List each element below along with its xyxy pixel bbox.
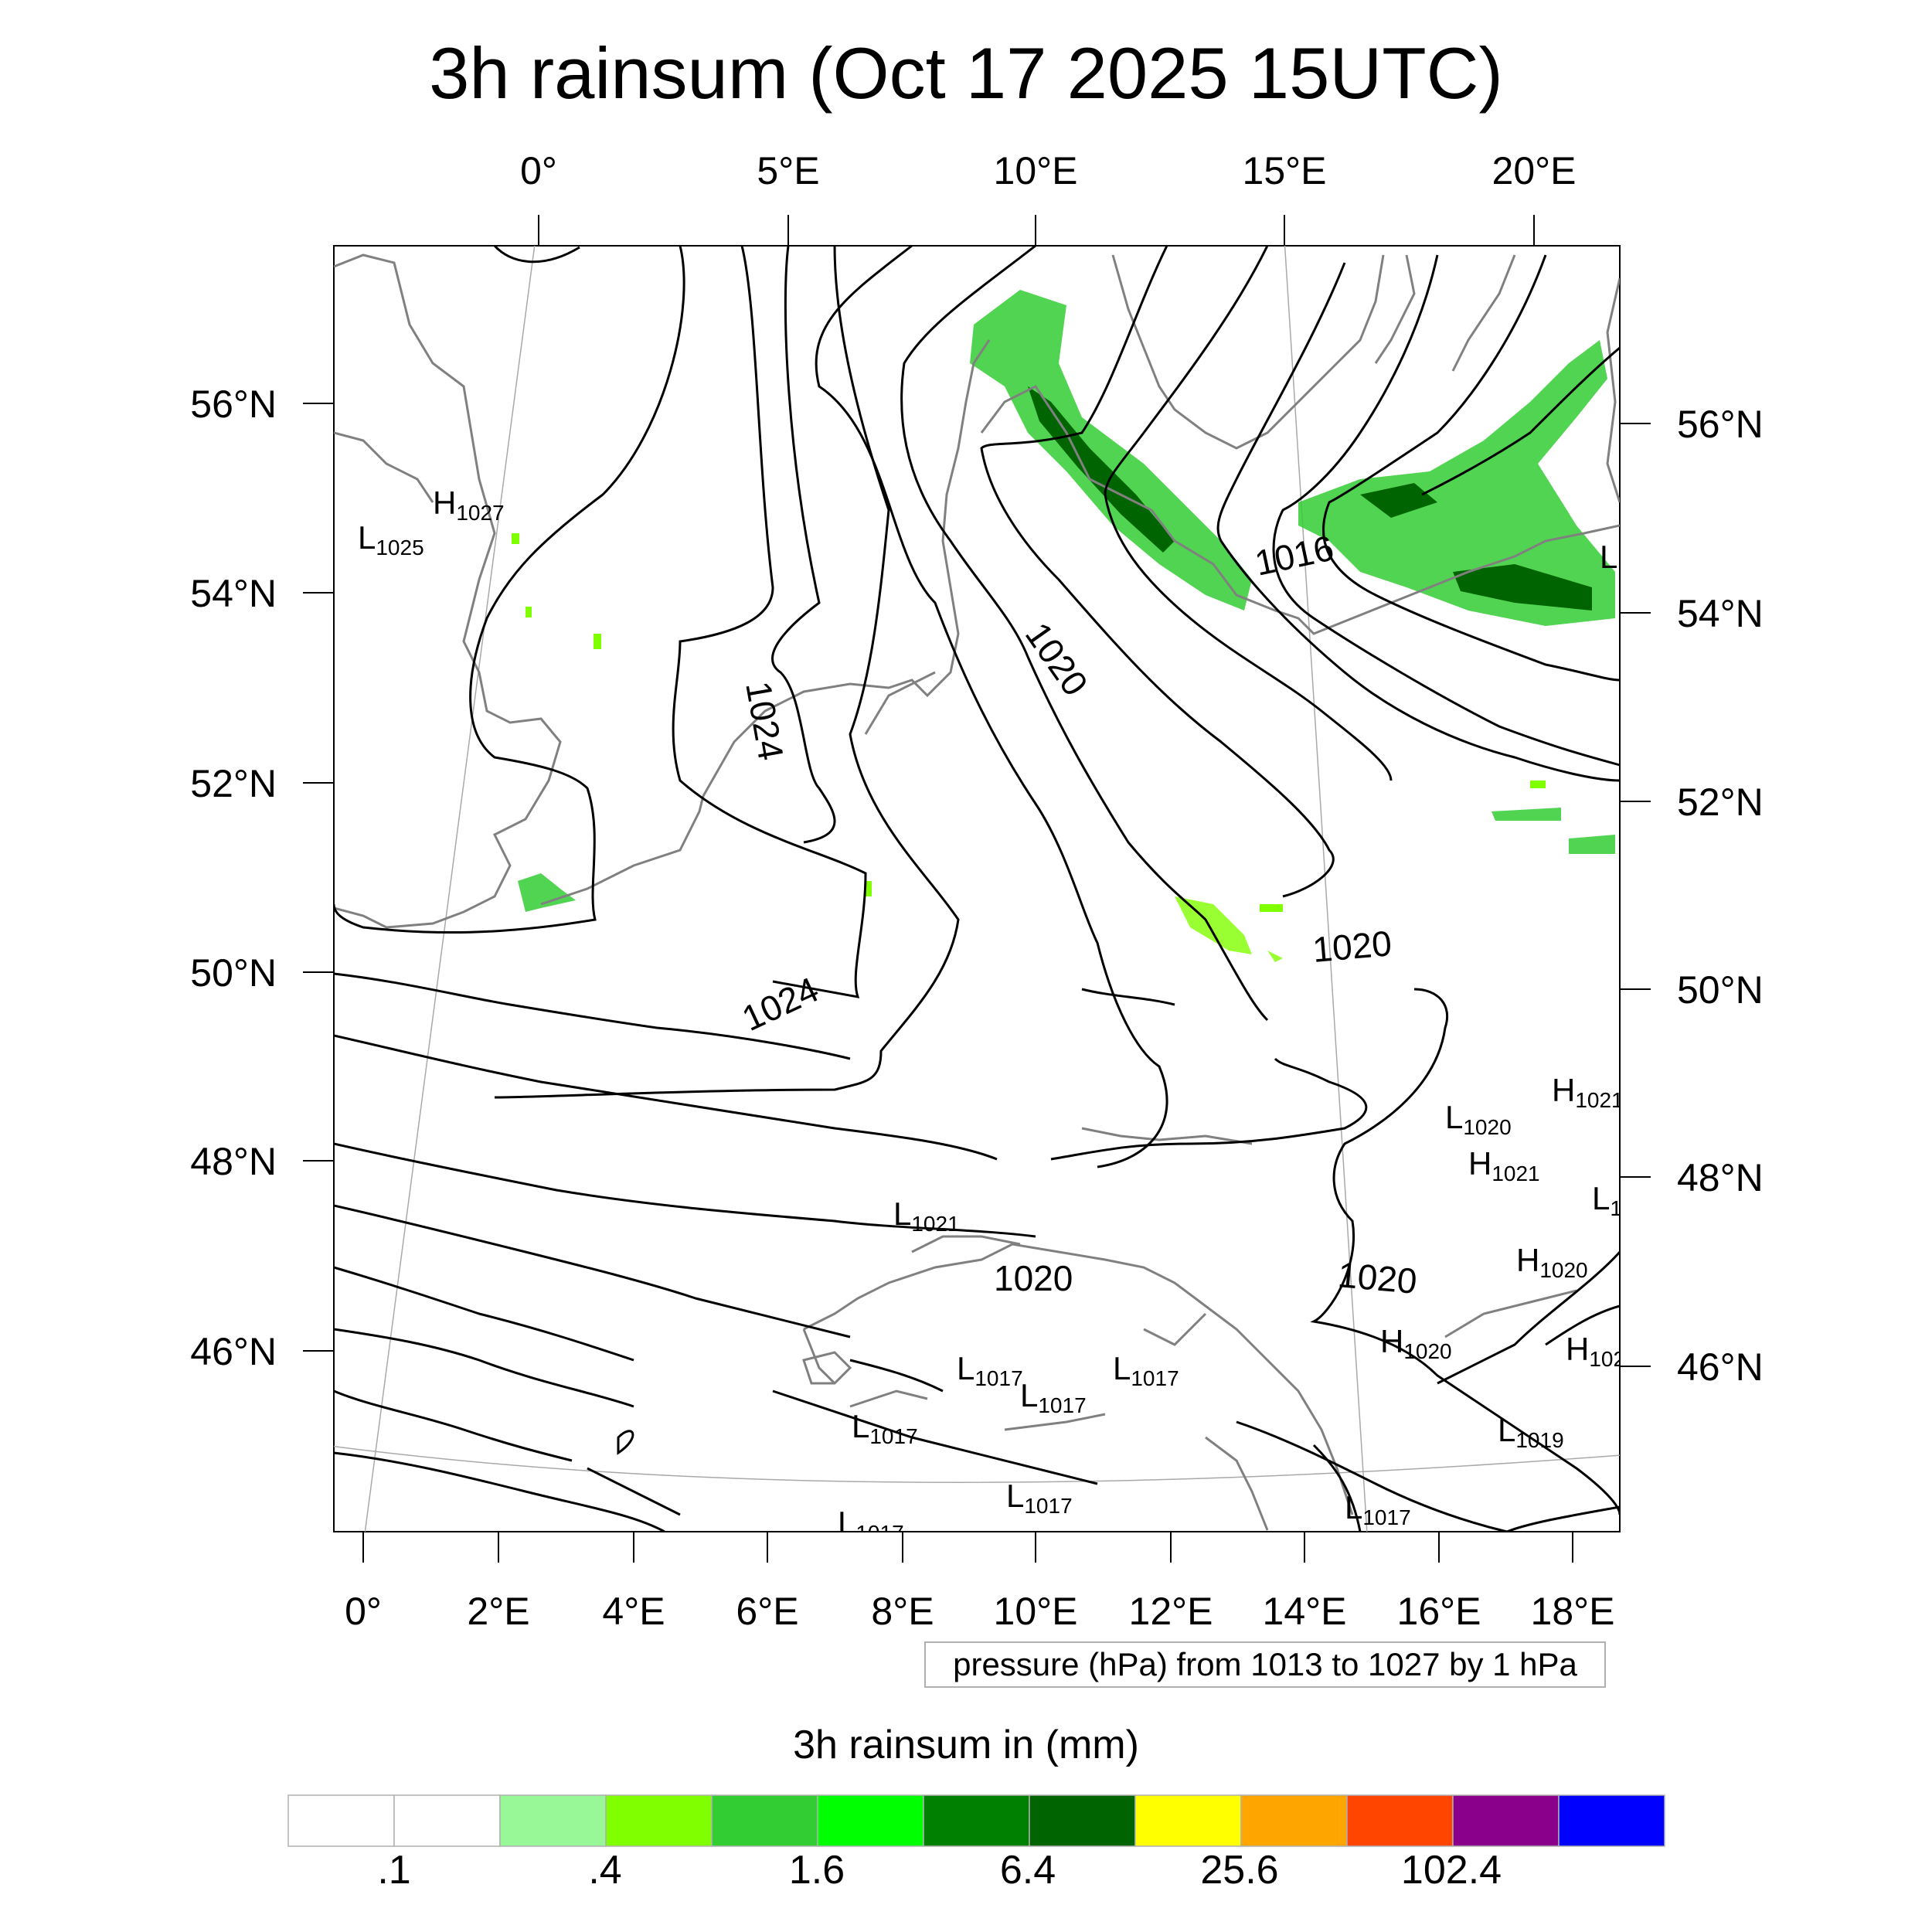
high-pressure-marker: H1027 (433, 485, 505, 525)
bottom-lon-label: 14°E (1263, 1590, 1347, 1633)
isobars (334, 246, 1620, 1532)
colorbar-label: .1 (377, 1848, 411, 1893)
left-lat-label: 56°N (190, 383, 277, 426)
high-pressure-marker: H102 (1566, 1331, 1625, 1371)
bottom-lon-label: 12°E (1129, 1590, 1213, 1633)
left-lat-label: 50°N (190, 951, 277, 995)
right-latitude-axis: 56°N 54°N 52°N 50°N 48°N 46°N (1620, 403, 1764, 1389)
right-lat-label: 50°N (1677, 968, 1764, 1012)
colorbar-label: 1.6 (788, 1848, 845, 1893)
colorbar-swatch (1029, 1794, 1136, 1847)
pressure-centers: H1027 L1025 L1021 L1017 L1017 L1017 L101… (358, 485, 1630, 1545)
bottom-longitude-axis: 0° 2°E 4°E 6°E 8°E 10°E 12°E 14°E 16°E 1… (345, 1532, 1614, 1633)
map-title: 3h rainsum (Oct 17 2025 15UTC) (429, 32, 1503, 114)
colorbar-swatch (817, 1794, 924, 1847)
high-pressure-marker: H1020 (1380, 1323, 1452, 1363)
bottom-lon-label: 10°E (994, 1590, 1078, 1633)
colorbar-label: 6.4 (999, 1848, 1056, 1893)
left-lat-label: 48°N (190, 1140, 277, 1183)
right-lat-label: 56°N (1677, 403, 1764, 446)
rain-area-denmark-sweden (970, 290, 1252, 611)
right-lat-label: 48°N (1677, 1156, 1764, 1199)
low-pressure-marker: L1017 (1113, 1350, 1179, 1390)
bottom-lon-label: 4°E (602, 1590, 665, 1633)
pressure-info-box: pressure (hPa) from 1013 to 1027 by 1 hP… (924, 1641, 1606, 1688)
low-pressure-marker: L1017 (1006, 1478, 1073, 1518)
colorbar-label: .4 (588, 1848, 622, 1893)
colorbar-swatch (1452, 1794, 1560, 1847)
contour-label: 1020 (1311, 923, 1393, 970)
low-pressure-marker: L1 (1592, 1180, 1622, 1220)
low-pressure-marker: L1017 (957, 1350, 1023, 1390)
right-lat-label: 54°N (1677, 592, 1764, 635)
high-pressure-marker: H1020 (1516, 1242, 1588, 1282)
bottom-lon-label: 2°E (467, 1590, 529, 1633)
colorbar-swatch (1240, 1794, 1348, 1847)
left-lat-label: 52°N (190, 762, 277, 805)
colorbar-label: 25.6 (1200, 1848, 1279, 1893)
low-pressure-marker: L1017 (1020, 1377, 1087, 1417)
colorbar-swatch (393, 1794, 501, 1847)
bottom-lon-label: 8°E (871, 1590, 934, 1633)
contour-label: 1020 (1336, 1254, 1418, 1301)
left-lat-label: 46°N (190, 1330, 277, 1373)
colorbar-swatch (287, 1794, 395, 1847)
colorbar (287, 1794, 1665, 1847)
graticule (334, 246, 1620, 1532)
low-pressure-marker: L1017 (852, 1408, 918, 1448)
low-pressure-marker: L1020 (1445, 1099, 1512, 1139)
colorbar-swatch (1134, 1794, 1242, 1847)
low-pressure-marker: L1019 (1498, 1412, 1564, 1452)
colorbar-swatch (605, 1794, 713, 1847)
top-lon-label: 10°E (994, 149, 1078, 192)
colorbar-swatch (499, 1794, 607, 1847)
colorbar-swatch (923, 1794, 1030, 1847)
high-pressure-marker: H1021 (1552, 1072, 1624, 1112)
right-lat-label: 46°N (1677, 1345, 1764, 1389)
rain-area-slovakia (1492, 808, 1615, 854)
rain-core-baltic (1360, 483, 1592, 611)
high-pressure-marker: H1021 (1468, 1145, 1540, 1185)
rain-area-poland (1175, 896, 1283, 962)
low-pressure-marker: L1021 (893, 1196, 960, 1236)
bottom-lon-label: 0° (345, 1590, 382, 1633)
rain-area-belgium (518, 873, 576, 912)
coastlines (334, 253, 1620, 1531)
top-lon-label: 5°E (757, 149, 819, 192)
top-longitude-axis: 0° 5°E 10°E 15°E 20°E (520, 149, 1576, 246)
left-lat-label: 54°N (190, 572, 277, 615)
colorbar-swatch (1558, 1794, 1665, 1847)
top-lon-label: 15°E (1243, 149, 1327, 192)
rain-area-baltic (1298, 340, 1615, 626)
right-lat-label: 52°N (1677, 781, 1764, 824)
colorbar-title: 3h rainsum in (mm) (793, 1723, 1139, 1767)
colorbar-label: 102.4 (1400, 1848, 1502, 1893)
top-lon-label: 0° (520, 149, 557, 192)
low-pressure-marker: L1017 (1345, 1489, 1411, 1529)
bottom-lon-label: 6°E (736, 1590, 798, 1633)
colorbar-swatch (711, 1794, 818, 1847)
low-pressure-marker: L1 (1600, 539, 1630, 579)
contour-label: 1020 (994, 1258, 1073, 1298)
bottom-lon-label: 16°E (1397, 1590, 1481, 1633)
bottom-lon-label: 18°E (1531, 1590, 1615, 1633)
colorbar-swatch (1346, 1794, 1454, 1847)
low-pressure-marker: L1017 (838, 1505, 904, 1545)
left-latitude-axis: 56°N 54°N 52°N 50°N 48°N 46°N (190, 383, 334, 1373)
top-lon-label: 20°E (1492, 149, 1577, 192)
low-pressure-marker: L1025 (358, 519, 424, 560)
